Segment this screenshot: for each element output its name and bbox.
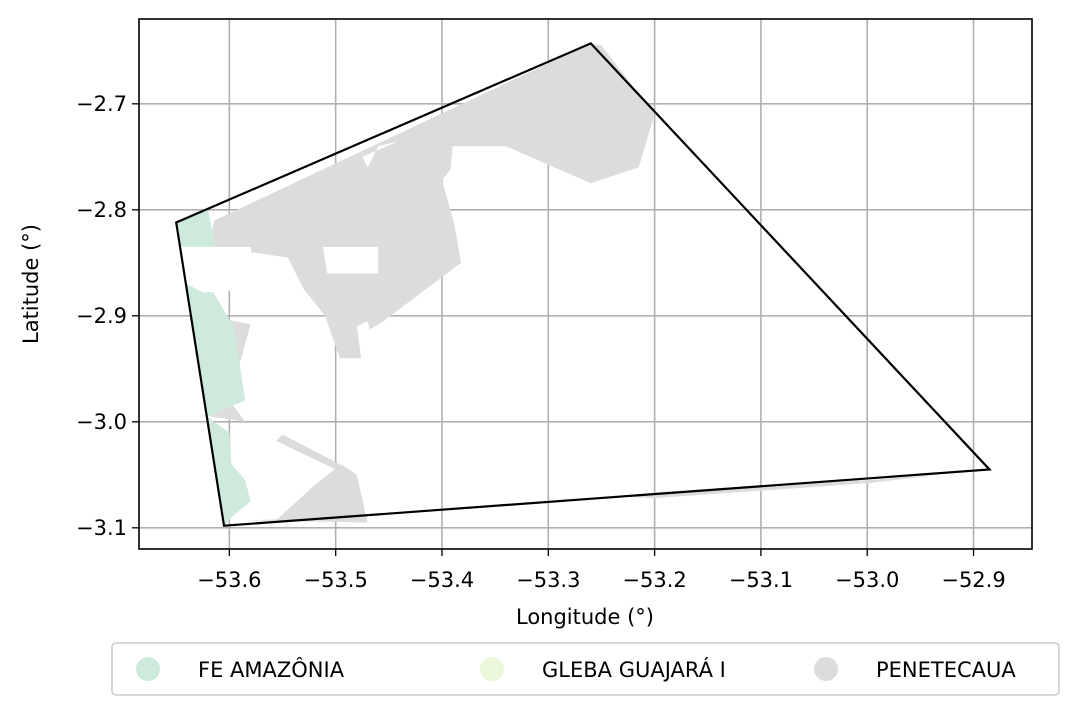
x-tick-label: −53.5 xyxy=(303,568,367,592)
x-tick-label: −53.1 xyxy=(729,568,793,592)
legend-entries: FE AMAZÔNIA GLEBA GUAJARÁ I PENETECAUA xyxy=(136,657,1016,682)
x-axis-title: Longitude (°) xyxy=(516,605,654,629)
region-penetecaua-0 xyxy=(203,43,655,421)
y-tick-label: −3.1 xyxy=(76,516,127,540)
x-tick-label: −53.4 xyxy=(410,568,474,592)
y-tick-label: −3.0 xyxy=(76,410,127,434)
region-layer xyxy=(174,43,942,525)
legend-label-fe-amazonia: FE AMAZÔNIA xyxy=(198,657,345,682)
y-axis-title: Latitude (°) xyxy=(19,224,43,344)
region-penetecaua-2 xyxy=(276,435,340,470)
legend: FE AMAZÔNIA GLEBA GUAJARÁ I PENETECAUA xyxy=(112,643,1059,695)
y-tick-label: −2.7 xyxy=(76,92,127,116)
legend-marker-fe-amazonia xyxy=(136,657,160,681)
x-tick-label: −53.3 xyxy=(516,568,580,592)
y-tick-label: −2.9 xyxy=(76,304,127,328)
x-tick-label: −52.9 xyxy=(941,568,1005,592)
y-tick-label: −2.8 xyxy=(76,198,127,222)
legend-marker-penetecaua xyxy=(814,657,838,681)
legend-label-penetecaua: PENETECAUA xyxy=(876,658,1016,682)
region-penetecaua-1 xyxy=(245,464,367,522)
region-gap-0 xyxy=(323,247,378,274)
x-tick-label: −53.2 xyxy=(622,568,686,592)
x-tick-label: −53.0 xyxy=(835,568,899,592)
x-tick-label: −53.6 xyxy=(197,568,261,592)
legend-marker-gleba-guajara-i xyxy=(480,657,504,681)
legend-label-gleba-guajara-i: GLEBA GUAJARÁ I xyxy=(542,657,726,682)
